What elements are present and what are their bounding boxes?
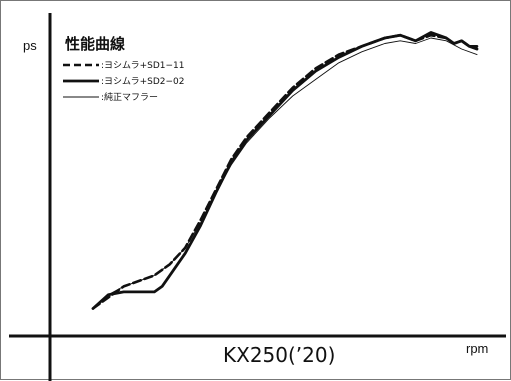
series-line-2 (92, 37, 478, 309)
legend: :ヨシムラ+SD1−11 :ヨシムラ+SD2−02 :純正マフラー (63, 60, 185, 103)
y-axis-label: ps (23, 38, 37, 53)
chart-title: 性能曲線 (65, 35, 125, 53)
x-axis-label: rpm (466, 341, 488, 356)
legend-label-series-0: :ヨシムラ+SD1−11 (101, 60, 185, 71)
series-layer (91, 31, 479, 310)
model-label: KX250(’20) (223, 343, 335, 367)
legend-label-series-2: :純正マフラー (101, 91, 158, 103)
series-line-1 (91, 31, 479, 310)
legend-label-series-1: :ヨシムラ+SD2−02 (101, 76, 185, 87)
